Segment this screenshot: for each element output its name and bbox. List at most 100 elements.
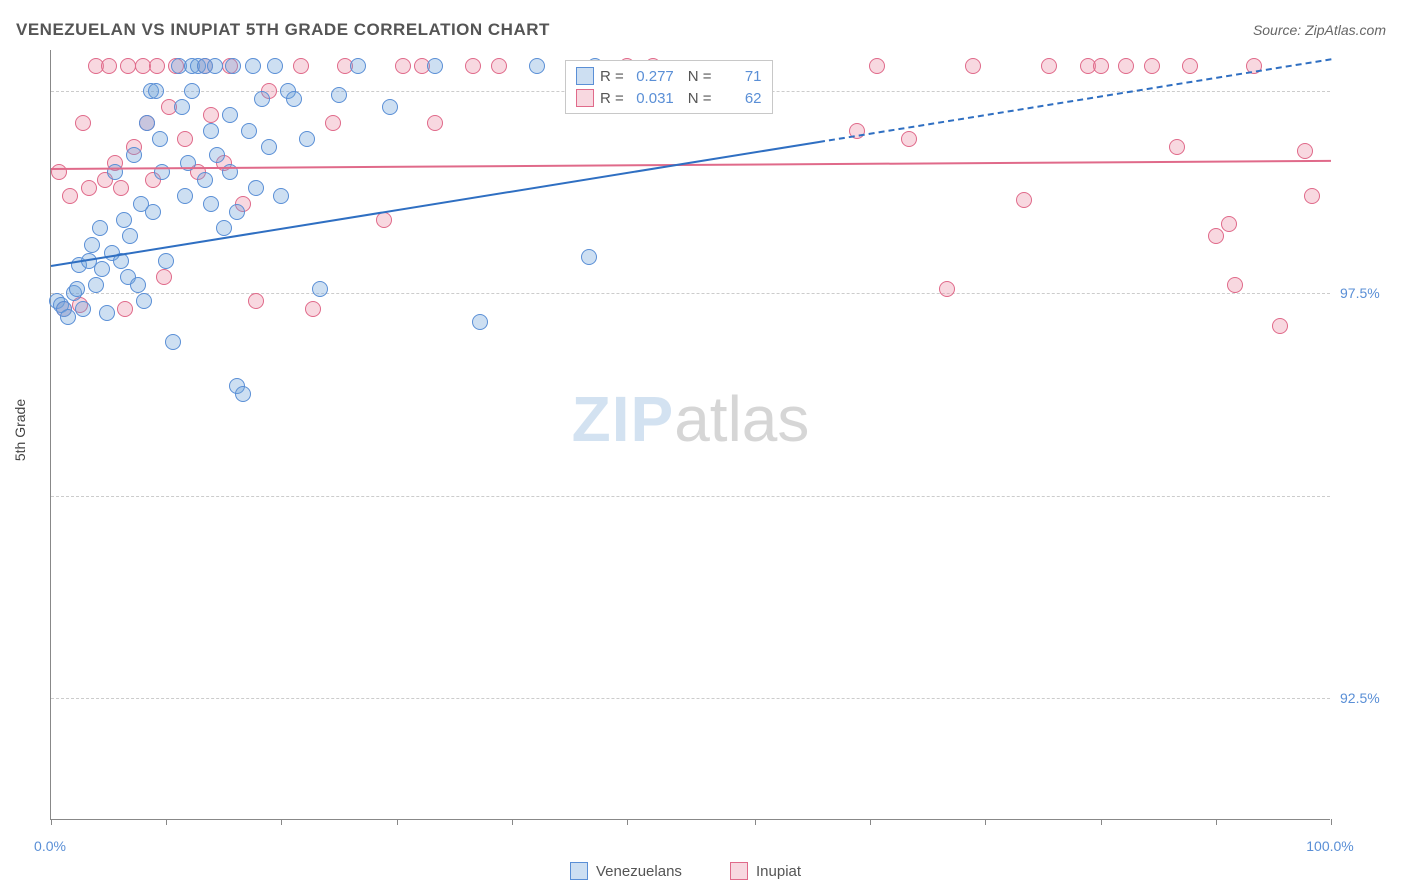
scatter-point bbox=[88, 277, 104, 293]
y-tick-label: 92.5% bbox=[1340, 690, 1380, 706]
x-tick-label: 100.0% bbox=[1306, 838, 1353, 854]
stats-r-value: 0.277 bbox=[630, 68, 674, 85]
x-tick bbox=[755, 819, 756, 825]
scatter-point bbox=[286, 91, 302, 107]
scatter-point bbox=[203, 107, 219, 123]
scatter-point bbox=[241, 123, 257, 139]
scatter-point bbox=[1304, 188, 1320, 204]
scatter-point bbox=[158, 253, 174, 269]
stats-r-label: R = bbox=[600, 68, 624, 85]
scatter-point bbox=[203, 123, 219, 139]
correlation-stats-box: R = 0.277 N = 71R = 0.031 N = 62 bbox=[565, 60, 773, 114]
y-tick-label: 97.5% bbox=[1340, 285, 1380, 301]
scatter-point bbox=[51, 164, 67, 180]
x-tick-label: 0.0% bbox=[34, 838, 66, 854]
scatter-point bbox=[965, 58, 981, 74]
scatter-point bbox=[156, 269, 172, 285]
scatter-point bbox=[145, 204, 161, 220]
scatter-point bbox=[152, 131, 168, 147]
scatter-point bbox=[60, 309, 76, 325]
scatter-point bbox=[1016, 192, 1032, 208]
scatter-point bbox=[62, 188, 78, 204]
scatter-point bbox=[209, 147, 225, 163]
scatter-point bbox=[174, 99, 190, 115]
scatter-point bbox=[350, 58, 366, 74]
scatter-point bbox=[382, 99, 398, 115]
scatter-point bbox=[1144, 58, 1160, 74]
scatter-point bbox=[1093, 58, 1109, 74]
scatter-point bbox=[248, 293, 264, 309]
chart-title: VENEZUELAN VS INUPIAT 5TH GRADE CORRELAT… bbox=[16, 20, 550, 40]
scatter-point bbox=[248, 180, 264, 196]
scatter-point bbox=[273, 188, 289, 204]
stats-n-value: 62 bbox=[718, 90, 762, 107]
scatter-point bbox=[222, 107, 238, 123]
scatter-point bbox=[261, 139, 277, 155]
x-tick bbox=[870, 819, 871, 825]
stats-n-value: 71 bbox=[718, 68, 762, 85]
gridline bbox=[51, 698, 1330, 699]
scatter-point bbox=[529, 58, 545, 74]
scatter-point bbox=[267, 58, 283, 74]
scatter-point bbox=[427, 58, 443, 74]
scatter-point bbox=[312, 281, 328, 297]
scatter-point bbox=[113, 180, 129, 196]
stats-n-label: N = bbox=[688, 90, 712, 107]
x-tick bbox=[1101, 819, 1102, 825]
scatter-point bbox=[245, 58, 261, 74]
scatter-point bbox=[81, 180, 97, 196]
stats-n-label: N = bbox=[688, 68, 712, 85]
scatter-point bbox=[491, 58, 507, 74]
scatter-point bbox=[1041, 58, 1057, 74]
scatter-point bbox=[581, 249, 597, 265]
scatter-point bbox=[75, 115, 91, 131]
scatter-point bbox=[207, 58, 223, 74]
legend-label: Venezuelans bbox=[596, 863, 682, 880]
scatter-point bbox=[120, 58, 136, 74]
scatter-point bbox=[99, 305, 115, 321]
trend-line bbox=[51, 141, 819, 267]
scatter-point bbox=[1227, 277, 1243, 293]
scatter-point bbox=[116, 212, 132, 228]
scatter-point bbox=[1182, 58, 1198, 74]
scatter-point bbox=[122, 228, 138, 244]
trend-line bbox=[819, 58, 1331, 143]
gridline bbox=[51, 496, 1330, 497]
scatter-point bbox=[184, 83, 200, 99]
scatter-point bbox=[139, 115, 155, 131]
legend-swatch bbox=[576, 89, 594, 107]
scatter-point bbox=[465, 58, 481, 74]
source-label: Source: ZipAtlas.com bbox=[1253, 22, 1386, 38]
scatter-point bbox=[299, 131, 315, 147]
stats-row: R = 0.277 N = 71 bbox=[576, 65, 762, 87]
scatter-point bbox=[1118, 58, 1134, 74]
legend-swatch bbox=[576, 67, 594, 85]
chart-container: VENEZUELAN VS INUPIAT 5TH GRADE CORRELAT… bbox=[0, 0, 1406, 892]
scatter-point bbox=[305, 301, 321, 317]
scatter-point bbox=[101, 58, 117, 74]
scatter-point bbox=[177, 188, 193, 204]
scatter-point bbox=[293, 58, 309, 74]
scatter-point bbox=[154, 164, 170, 180]
scatter-point bbox=[376, 212, 392, 228]
stats-row: R = 0.031N = 62 bbox=[576, 87, 762, 109]
legend-label: Inupiat bbox=[756, 863, 801, 880]
scatter-point bbox=[94, 261, 110, 277]
watermark: ZIPatlas bbox=[572, 382, 810, 456]
scatter-point bbox=[117, 301, 133, 317]
scatter-point bbox=[472, 314, 488, 330]
scatter-point bbox=[216, 220, 232, 236]
scatter-point bbox=[225, 58, 241, 74]
scatter-point bbox=[325, 115, 341, 131]
legend-swatch bbox=[730, 862, 748, 880]
scatter-point bbox=[107, 164, 123, 180]
scatter-point bbox=[75, 301, 91, 317]
scatter-point bbox=[165, 334, 181, 350]
scatter-point bbox=[901, 131, 917, 147]
legend-swatch bbox=[570, 862, 588, 880]
scatter-point bbox=[1169, 139, 1185, 155]
stats-r-value: 0.031 bbox=[630, 90, 674, 107]
scatter-point bbox=[177, 131, 193, 147]
plot-area: ZIPatlas bbox=[50, 50, 1330, 820]
scatter-point bbox=[1208, 228, 1224, 244]
